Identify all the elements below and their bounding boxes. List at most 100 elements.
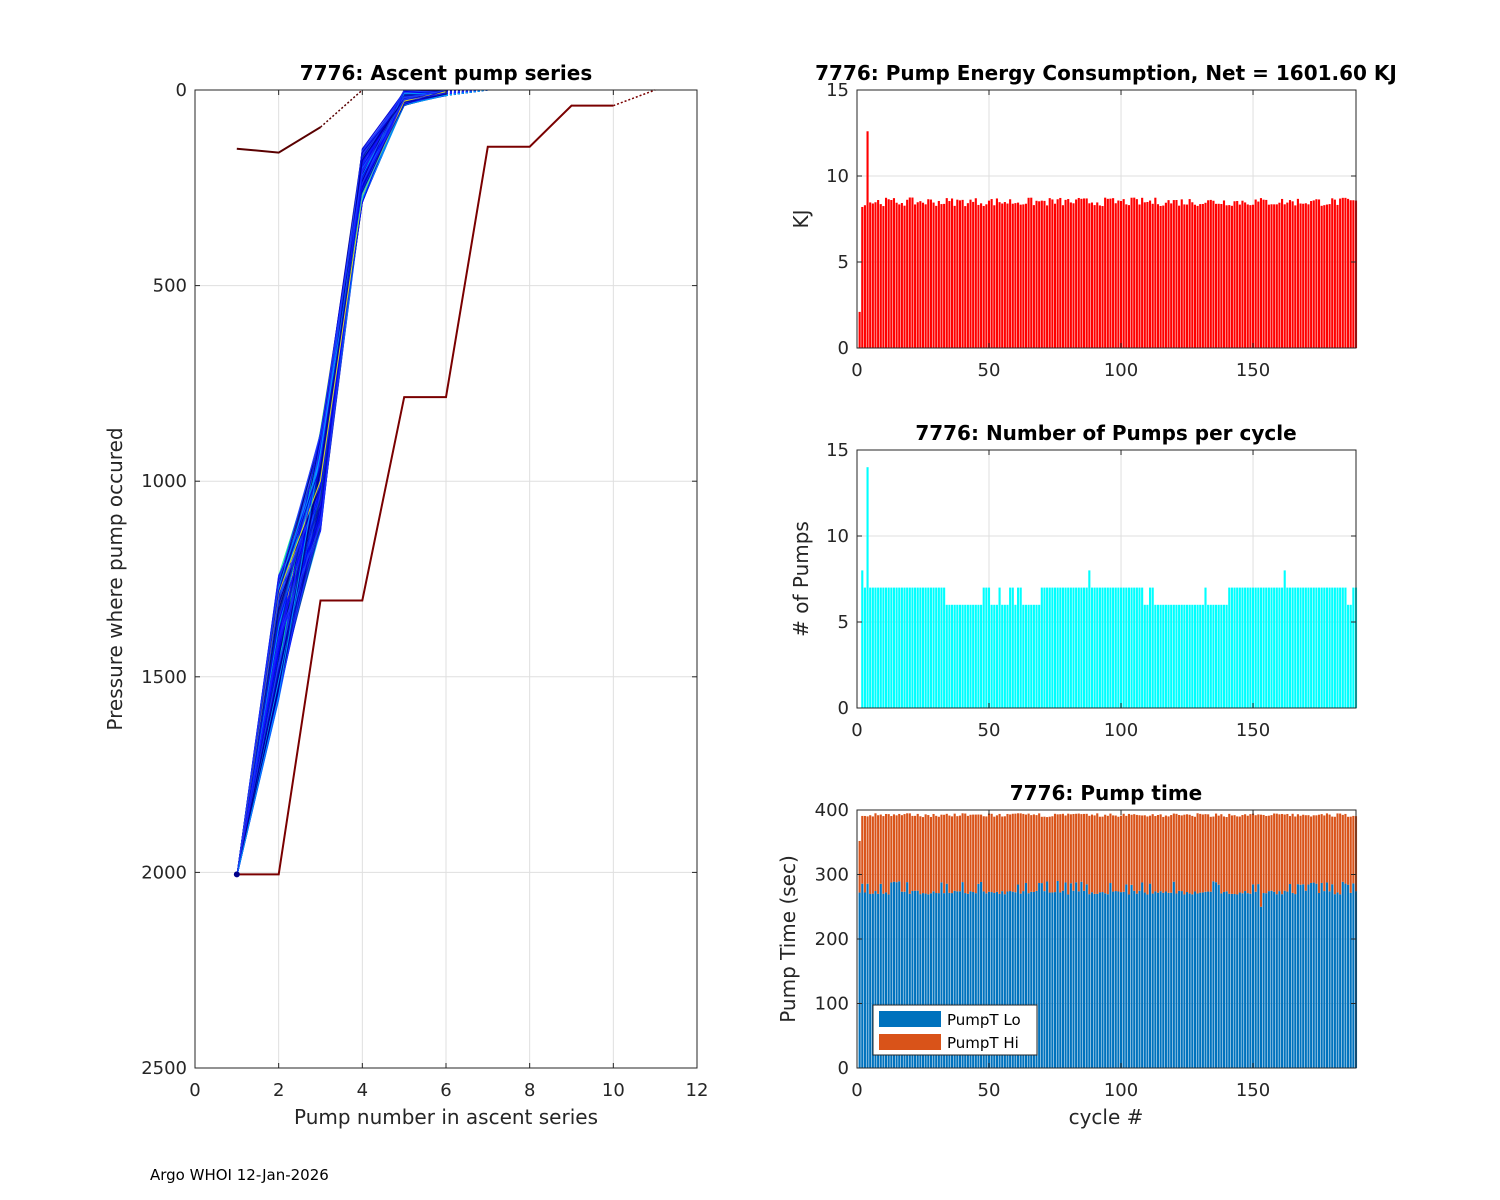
pumps-bar (882, 587, 885, 708)
ascent-pump-series-chart: 0 2 4 6 8 10 12 0 500 1000 1500 2000 2500 7776: Asce… (103, 61, 708, 1129)
pumptime-hi-bar (1302, 814, 1305, 885)
pumps-bar (1259, 587, 1263, 708)
pumptime-lo-bar (884, 892, 888, 1068)
pumps-bar (1323, 587, 1326, 708)
x-tick-label: 150 (1236, 1080, 1270, 1101)
energy-bar (882, 206, 885, 348)
pumptime-lo-bar (1019, 893, 1022, 1068)
pumptime-hi-bar (953, 813, 956, 891)
pumptime-hi-bar (887, 814, 890, 895)
pumptime-lo-bar (1067, 894, 1070, 1068)
pumptime-lo-bar (1056, 880, 1059, 1068)
pumps-bar (1106, 587, 1109, 708)
energy-bar (1027, 197, 1030, 348)
pumps-bar (919, 587, 922, 708)
ascent-series-line (236, 93, 447, 877)
energy-bar (1122, 199, 1125, 348)
pumps-bar (1125, 587, 1128, 708)
pumptime-lo-bar (882, 893, 885, 1068)
ascent-series-tail (445, 89, 488, 96)
pumptime-hi-bar (1009, 814, 1012, 892)
pumps-bar (1075, 587, 1078, 708)
pumptime-lo-bar (1209, 891, 1212, 1068)
pumps-bar (874, 587, 877, 708)
energy-bar (1061, 205, 1064, 348)
pumptime-hi-bar (1201, 814, 1204, 893)
pumptime-hi-bar (1164, 815, 1167, 892)
pumptime-hi-bar (1027, 813, 1030, 894)
pumps-bar (1307, 587, 1310, 708)
pumps-bar (995, 604, 998, 708)
pumps-bar (1236, 587, 1239, 708)
energy-bar (1125, 204, 1128, 348)
pumptime-lo-bar (1212, 881, 1215, 1068)
pumptime-lo-bar (858, 892, 861, 1068)
pumptime-lo-bar (1030, 891, 1033, 1068)
pumptime-lo-bar (937, 893, 940, 1068)
energy-bar (1022, 204, 1025, 348)
pumps-bar (1085, 587, 1088, 708)
pumps-bar (1188, 604, 1191, 708)
pumptime-lo-bar (914, 890, 917, 1068)
energy-bar (943, 203, 946, 348)
energy-bar (1325, 204, 1329, 348)
energy-bar (863, 205, 866, 348)
pumptime-hi-bar (1193, 816, 1196, 892)
pumptime-lo-bar (1259, 906, 1263, 1068)
pumps-bar (966, 604, 969, 708)
pumps-per-cycle-chart: 0 50 100 150 0 5 10 15 7776: Number of Pumps pe… (789, 421, 1358, 741)
pumps-bar (932, 587, 935, 708)
energy-bar (1307, 204, 1310, 348)
pumptime-lo-bar (1270, 890, 1273, 1068)
pumptime-hi-bar (1114, 815, 1117, 892)
pumps-bar (1244, 587, 1247, 708)
pumptime-lo-bar (1299, 884, 1302, 1068)
pumps-bar (1230, 587, 1233, 708)
x-tick-label: 50 (978, 720, 1001, 741)
pumptime-lo-bar (1180, 891, 1183, 1068)
energy-bar (1075, 199, 1078, 348)
pumptime-hi-bar (1067, 813, 1070, 895)
pumps-bar (945, 604, 948, 708)
pumptime-lo-bar (1170, 892, 1173, 1068)
pumps-bar (1072, 587, 1075, 708)
energy-bar (914, 204, 917, 348)
pumps-bar (895, 587, 898, 708)
energy-bar (958, 200, 962, 348)
pumptime-lo-bar (1059, 892, 1062, 1068)
y-tick-label: 100 (815, 994, 849, 1015)
pumptime-hi-bar (1259, 814, 1263, 907)
pumptime-title: 7776: Pump time (1010, 781, 1202, 805)
pumptime-lo-bar (974, 893, 977, 1068)
pumptime-hi-bar (940, 814, 943, 883)
pumptime-hi-bar (1167, 816, 1170, 893)
energy-bar (1090, 202, 1094, 348)
energy-bar (1228, 205, 1231, 348)
pumps-bar (1352, 587, 1355, 708)
pumptime-lo-bar (1151, 893, 1154, 1068)
pumps-bar (890, 587, 893, 708)
energy-bar (980, 203, 983, 348)
pumps-bar (1344, 587, 1347, 708)
energy-bar (998, 202, 1001, 348)
pumps-bar (1233, 587, 1236, 708)
y-tick-label: 10 (826, 526, 849, 547)
energy-bar (1278, 202, 1281, 348)
energy-bar (1156, 204, 1160, 348)
pumptime-hi-bar (863, 815, 866, 893)
pumptime-lo-bar (1241, 893, 1244, 1068)
pumptime-lo-bar (1331, 884, 1334, 1068)
pumptime-hi-bar (977, 814, 980, 884)
pumptime-lo-bar (1325, 882, 1329, 1068)
pumptime-lo-bar (861, 883, 864, 1068)
pumps-bar (1201, 604, 1204, 708)
pumptime-lo-bar (1022, 891, 1025, 1068)
pumptime-hi-bar (911, 815, 914, 891)
energy-bar (1333, 199, 1336, 348)
energy-bar (1072, 203, 1075, 348)
pumptime-lo-bar (1254, 891, 1257, 1068)
energy-bar (1249, 205, 1252, 348)
energy-bar (1265, 199, 1268, 348)
pumptime-hi-bar (1093, 815, 1096, 894)
pumps-bar (1267, 587, 1270, 708)
